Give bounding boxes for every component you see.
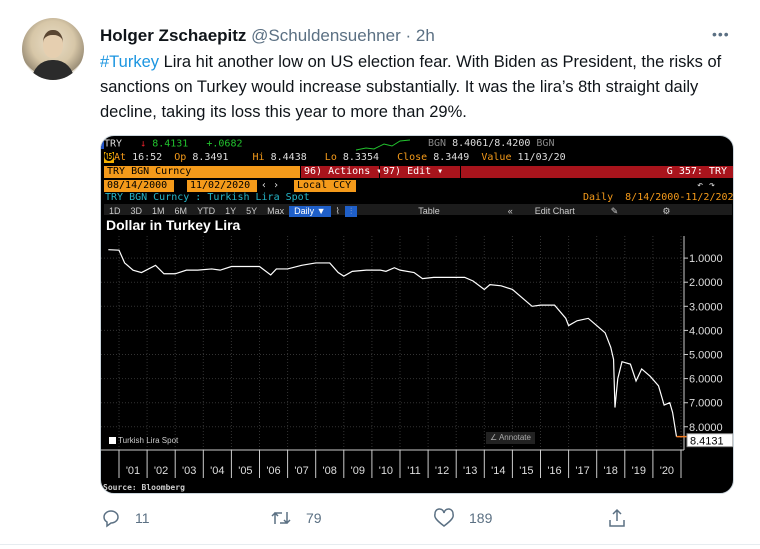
chart-toolbar: 1D 3D 1M 6M YTD 1Y 5Y Max Daily ▼ ⌇ ⫶ Table « Edit Ch… bbox=[104, 204, 732, 217]
security-field[interactable]: TRY BGN Curncy bbox=[104, 166, 300, 178]
series-description: TRY BGN Curncy : Turkish Lira Spot bbox=[105, 192, 310, 203]
y-tick-label: 4.0000 bbox=[689, 325, 723, 337]
line-chart-icon[interactable]: ⌇ bbox=[335, 206, 340, 216]
y-tick-label: 1.0000 bbox=[689, 253, 723, 265]
share-button[interactable] bbox=[607, 508, 627, 528]
range-1y[interactable]: 1Y bbox=[225, 206, 237, 216]
undo-redo-icon[interactable]: ↶ ↷ bbox=[697, 180, 716, 191]
x-tick-label: '10 bbox=[379, 465, 393, 477]
date-nav-arrows[interactable]: ‹ › bbox=[261, 180, 280, 191]
separator: · bbox=[400, 26, 416, 45]
share-icon bbox=[609, 508, 625, 527]
x-tick-label: '13 bbox=[463, 465, 477, 477]
like-button[interactable]: 189 bbox=[433, 508, 492, 528]
stats-row: ⓯At 16:52 Op 8.3491 Hi 8.4438 Lo 8.3354 … bbox=[104, 152, 566, 163]
x-tick-label: '15 bbox=[519, 465, 533, 477]
range-1d[interactable]: 1D bbox=[109, 206, 121, 216]
tweet-text: #Turkey Lira hit another low on US elect… bbox=[100, 50, 730, 125]
edit-menu[interactable]: 97) Edit ▾ bbox=[380, 166, 460, 178]
retweet-icon bbox=[271, 511, 291, 525]
edit-chart-button[interactable]: Edit Chart bbox=[534, 206, 575, 216]
timestamp[interactable]: 2h bbox=[415, 26, 435, 45]
x-tick-label: '09 bbox=[351, 465, 365, 477]
start-date-field[interactable]: 08/14/2000 bbox=[104, 180, 174, 192]
tweet-image[interactable]: TRY ↓ 8.4131 +.0682 BGN 8.4061/8.4200 BG… bbox=[100, 135, 734, 494]
range-max[interactable]: Max bbox=[267, 206, 285, 216]
last-value-box bbox=[686, 433, 733, 448]
x-tick-label: '17 bbox=[575, 465, 589, 477]
tweet-body: Lira hit another low on US election fear… bbox=[100, 53, 722, 121]
x-tick-label: '18 bbox=[604, 465, 618, 477]
source-label: Source: Bloomberg bbox=[103, 483, 185, 492]
range-6m[interactable]: 6M bbox=[174, 206, 188, 216]
page-id: G 357: TRY bbox=[461, 166, 733, 178]
divider bbox=[0, 544, 760, 545]
quote-row: TRY ↓ 8.4131 +.0682 bbox=[101, 138, 243, 151]
price-line bbox=[108, 249, 678, 437]
range-ytd[interactable]: YTD bbox=[197, 206, 216, 216]
bid-ask: BGN 8.4061/8.4200 BGN bbox=[428, 138, 555, 149]
heart-icon bbox=[434, 508, 454, 527]
y-tick-label: 3.0000 bbox=[689, 301, 723, 313]
y-tick-label: 8.0000 bbox=[689, 422, 723, 434]
last-value-label: 8.4131 bbox=[690, 436, 724, 448]
gear-icon[interactable]: ⚙ bbox=[662, 206, 671, 216]
range-5y[interactable]: 5Y bbox=[246, 206, 258, 216]
x-tick-label: '02 bbox=[154, 465, 168, 477]
x-tick-label: '16 bbox=[547, 465, 561, 477]
y-tick-label: 5.0000 bbox=[689, 350, 723, 362]
retweet-button[interactable]: 79 bbox=[270, 508, 322, 528]
x-tick-label: '08 bbox=[323, 465, 337, 477]
actions-menu[interactable]: 96) Actions ▾ bbox=[301, 166, 382, 178]
collapse-icon[interactable]: « bbox=[507, 206, 513, 216]
x-tick-label: '14 bbox=[491, 465, 505, 477]
range-3d[interactable]: 3D bbox=[130, 206, 143, 216]
pencil-icon[interactable]: ✎ bbox=[610, 206, 619, 216]
reply-button[interactable]: 11 bbox=[101, 508, 150, 528]
x-tick-label: '04 bbox=[210, 465, 224, 477]
y-tick-label: 6.0000 bbox=[689, 374, 723, 386]
chart-title: Dollar in Turkey Lira bbox=[106, 217, 241, 233]
end-date-field[interactable]: 11/02/2020 bbox=[187, 180, 257, 192]
range-1m[interactable]: 1M bbox=[152, 206, 165, 216]
x-tick-label: '03 bbox=[182, 465, 196, 477]
tweet-header: Holger Zschaepitz @Schuldensuehner · 2h bbox=[100, 26, 435, 46]
frequency-select[interactable]: Daily ▼ bbox=[289, 206, 331, 217]
y-tick-label: 2.0000 bbox=[689, 277, 723, 289]
x-tick-label: '05 bbox=[238, 465, 252, 477]
author-name[interactable]: Holger Zschaepitz bbox=[100, 26, 247, 45]
legend: Turkish Lira Spot bbox=[109, 435, 178, 447]
annotate-button[interactable]: ∠ Annotate bbox=[486, 432, 535, 444]
bar-chart-icon[interactable]: ⫶ bbox=[344, 206, 358, 217]
x-tick-label: '19 bbox=[632, 465, 646, 477]
price-chart: 1.0000 2.0000 3.0000 4.0000 5.0000 6.0000 7.00… bbox=[101, 236, 733, 478]
currency-select[interactable]: Local CCY bbox=[294, 180, 356, 192]
table-button[interactable]: Table bbox=[418, 206, 440, 216]
x-tick-label: '07 bbox=[294, 465, 308, 477]
tweet-actions: 11 79 189 bbox=[0, 508, 760, 534]
more-icon[interactable]: ••• bbox=[712, 26, 730, 42]
x-tick-label: '01 bbox=[126, 465, 140, 477]
x-tick-label: '11 bbox=[407, 465, 421, 477]
sparkline bbox=[356, 139, 411, 151]
x-tick-label: '20 bbox=[660, 465, 674, 477]
x-tick-label: '06 bbox=[266, 465, 280, 477]
reply-icon bbox=[103, 510, 119, 528]
hashtag-link[interactable]: #Turkey bbox=[100, 53, 159, 71]
period: Daily 8/14/2000-11/2/2020 bbox=[583, 192, 734, 203]
author-handle[interactable]: @Schuldensuehner bbox=[251, 26, 401, 45]
y-tick-label: 7.0000 bbox=[689, 398, 723, 410]
x-tick-label: '12 bbox=[435, 465, 449, 477]
avatar[interactable] bbox=[22, 18, 84, 80]
